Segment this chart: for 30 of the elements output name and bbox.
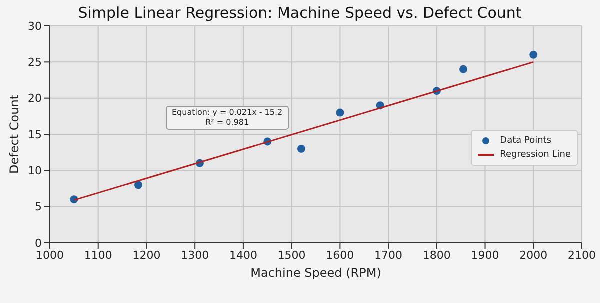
x-tick-label: 1700: [374, 248, 403, 262]
x-tick-label: 1000: [36, 248, 64, 262]
y-tick-label: 5: [35, 200, 42, 214]
point: [297, 144, 306, 153]
point: [460, 65, 468, 74]
x-tick-label: 1900: [471, 248, 500, 262]
point: [336, 108, 344, 117]
x-tick-label: 1300: [181, 248, 210, 262]
point: [530, 50, 538, 59]
x-tick-label: 2100: [568, 248, 596, 262]
x-tick-label: 2000: [520, 248, 548, 262]
y-axis-title: Defect Count: [7, 94, 22, 174]
point: [134, 181, 143, 190]
legend-label: Data Points: [500, 136, 552, 146]
legend-label: Regression Line: [500, 150, 571, 160]
y-tick-label: 15: [28, 128, 42, 142]
x-tick-label: 1200: [132, 248, 161, 262]
chart-title: Simple Linear Regression: Machine Speed vs. Defect Count: [78, 4, 522, 22]
x-tick-label: 1400: [229, 248, 258, 262]
x-axis-title: Machine Speed (RPM): [250, 266, 382, 280]
x-tick-label: 1500: [278, 248, 306, 262]
y-tick-label: 25: [28, 56, 42, 70]
y-tick-label: 20: [28, 92, 42, 106]
x-tick-label: 1800: [422, 248, 451, 262]
note-box: Equation: y = 0.021x - 15.2 R² = 0.981: [166, 106, 289, 130]
x-tick-label: 1100: [84, 248, 112, 262]
y-tick-label: 10: [28, 164, 42, 178]
x-tick-label: 1600: [326, 248, 354, 262]
y-tick-label: 30: [28, 20, 42, 33]
y-tick-label: 0: [35, 236, 42, 250]
